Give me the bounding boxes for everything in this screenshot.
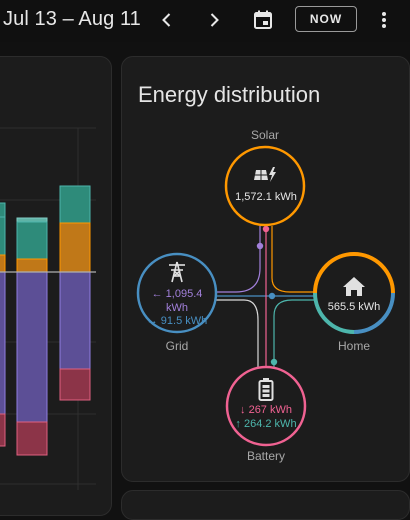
chevron-right-icon [210,13,219,27]
flow-solar-grid [216,226,261,293]
previous-period-button[interactable] [155,8,179,32]
date-range-label[interactable]: Jul 13 – Aug 11 [3,8,141,30]
battery-icon [258,378,274,401]
now-button[interactable]: NOW [295,6,357,32]
next-period-button[interactable] [202,8,226,32]
energy-flow-diagram [136,145,395,447]
home-icon [343,277,365,296]
transmission-tower-icon [169,261,185,283]
grid-label: Grid [165,339,189,353]
grid-import-unit: kWh [166,302,188,314]
solar-node[interactable] [224,145,306,227]
solar-label: Solar [250,128,279,142]
chart-bar [59,185,91,224]
flow-dot [256,242,264,250]
flow-dot [262,225,270,233]
chart-bar [59,368,91,401]
energy-usage-chart [0,127,96,490]
chart-bar [16,221,48,260]
card-title: Energy distribution [138,82,321,107]
solar-value: 1,572.1 kWh [235,191,297,203]
grid-import-value: ← 1,095.4 [151,288,203,300]
chart-bar [16,421,48,456]
home-node[interactable] [313,252,395,334]
more-options-button[interactable] [372,8,396,32]
home-value: 565.5 kWh [327,301,381,313]
grid-node[interactable] [136,252,218,334]
chevron-left-icon [162,13,171,27]
flow-battery-home [273,299,316,368]
battery-in-value: ↑ 264.2 kWh [235,418,297,430]
more-vertical-icon [382,12,386,28]
chart-bar [0,413,6,447]
grid-export-value: → 91.5 kWh [146,315,208,327]
battery-label: Battery [246,449,285,463]
top-app-bar: Jul 13 – Aug 11 NOW [0,0,410,42]
flow-grid-battery [216,299,259,368]
flow-solar-home [271,226,316,293]
calendar-icon [254,10,272,29]
flow-dot [268,292,276,300]
battery-node[interactable] [225,365,307,447]
battery-out-value: ↓ 267 kWh [240,404,292,416]
home-label: Home [337,339,370,353]
flow-dot [270,358,278,366]
calendar-button[interactable] [251,8,275,32]
solar-power-icon [254,167,276,182]
